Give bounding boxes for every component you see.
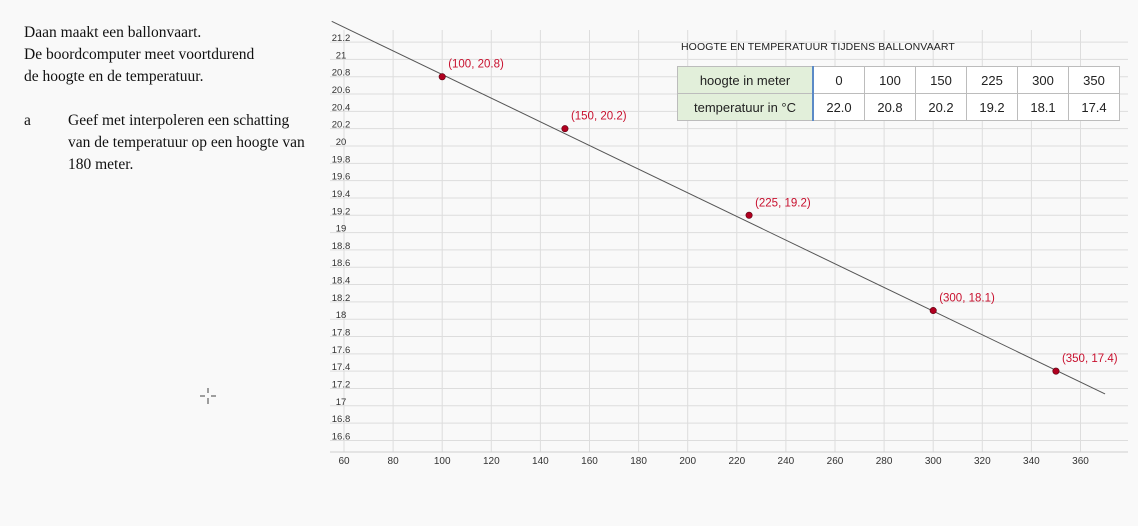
- y-tick-label: 16.8: [332, 414, 351, 425]
- data-point: [438, 73, 446, 81]
- table-cell: 19.2: [966, 93, 1018, 121]
- y-tick-label: 21.2: [332, 33, 351, 44]
- x-tick-label: 180: [630, 456, 647, 467]
- data-point: [561, 125, 569, 133]
- part-letter: a: [24, 112, 31, 129]
- y-tick-label: 19.2: [332, 206, 351, 217]
- part-text: Geef met interpoleren een schatting van …: [68, 112, 305, 173]
- y-tick-label: 19.4: [332, 189, 351, 200]
- data-point: [1052, 367, 1060, 375]
- table-row: temperatuur in °C 22.0 20.8 20.2 19.2 18…: [677, 93, 1120, 121]
- data-label: (300, 18.1): [939, 293, 995, 305]
- y-tick-label: 19.8: [332, 154, 351, 165]
- y-tick-label: 18.6: [332, 258, 351, 269]
- x-tick-label: 260: [827, 456, 844, 467]
- data-point: [745, 211, 753, 219]
- y-tick-label: 18: [336, 310, 347, 321]
- table-cell: 100: [864, 66, 916, 94]
- table-cell: 22.0: [812, 93, 865, 121]
- table-cell: 350: [1068, 66, 1120, 94]
- y-tick-label: 17.4: [332, 362, 351, 373]
- x-tick-label: 160: [581, 456, 598, 467]
- x-tick-label: 340: [1023, 456, 1040, 467]
- y-tick-label: 17.2: [332, 379, 351, 390]
- data-point: [929, 307, 937, 315]
- row-label: hoogte in meter: [677, 66, 814, 94]
- y-tick-label: 18.4: [332, 276, 351, 287]
- x-tick-label: 220: [728, 456, 745, 467]
- table-cell: 150: [915, 66, 967, 94]
- x-tick-label: 80: [388, 456, 400, 467]
- table-cell: 300: [1017, 66, 1069, 94]
- x-tick-label: 240: [778, 456, 795, 467]
- y-tick-label: 16.6: [332, 431, 351, 442]
- y-tick-label: 19.6: [332, 172, 351, 183]
- y-tick-label: 18.8: [332, 241, 351, 252]
- x-tick-label: 280: [876, 456, 893, 467]
- x-tick-label: 60: [338, 456, 350, 467]
- intro-line: de hoogte en de temperatuur.: [24, 68, 204, 85]
- question-text: Daan maakt een ballonvaart. De boordcomp…: [24, 22, 324, 173]
- y-tick-label: 17.6: [332, 345, 351, 356]
- trend-line: [331, 20, 1106, 395]
- y-tick-label: 20.8: [332, 68, 351, 79]
- y-tick-label: 20.4: [332, 102, 351, 113]
- x-tick-label: 300: [925, 456, 942, 467]
- table-cell: 20.8: [864, 93, 916, 121]
- table-cell: 17.4: [1068, 93, 1120, 121]
- data-label: (350, 17.4): [1062, 353, 1118, 365]
- x-tick-label: 120: [483, 456, 500, 467]
- table-row: hoogte in meter 0 100 150 225 300 350: [677, 66, 1120, 94]
- table-cell: 225: [966, 66, 1018, 94]
- y-tick-label: 21: [336, 50, 347, 61]
- x-tick-label: 360: [1072, 456, 1089, 467]
- y-tick-label: 20.2: [332, 120, 351, 131]
- table-title: HOOGTE EN TEMPERATUUR TIJDENS BALLONVAAR…: [681, 41, 955, 53]
- row-label: temperatuur in °C: [677, 93, 814, 121]
- data-label: (225, 19.2): [755, 197, 811, 209]
- x-tick-label: 200: [679, 456, 696, 467]
- y-tick-label: 19: [336, 224, 347, 235]
- table-cell: 0: [812, 66, 865, 94]
- data-table: hoogte in meter 0 100 150 225 300 350 te…: [677, 66, 1120, 121]
- data-label: (150, 20.2): [571, 111, 627, 123]
- intro-line: De boordcomputer meet voortdurend: [24, 46, 255, 63]
- y-tick-label: 17.8: [332, 328, 351, 339]
- x-tick-label: 100: [434, 456, 451, 467]
- x-tick-label: 140: [532, 456, 549, 467]
- y-tick-label: 17: [336, 397, 347, 408]
- crosshair-cursor-icon: [200, 388, 216, 404]
- y-tick-label: 20: [336, 137, 347, 148]
- y-tick-label: 18.2: [332, 293, 351, 304]
- y-tick-label: 20.6: [332, 85, 351, 96]
- data-label: (100, 20.8): [448, 59, 504, 71]
- table-cell: 20.2: [915, 93, 967, 121]
- intro-line: Daan maakt een ballonvaart.: [24, 24, 202, 41]
- x-tick-label: 320: [974, 456, 991, 467]
- table-cell: 18.1: [1017, 93, 1069, 121]
